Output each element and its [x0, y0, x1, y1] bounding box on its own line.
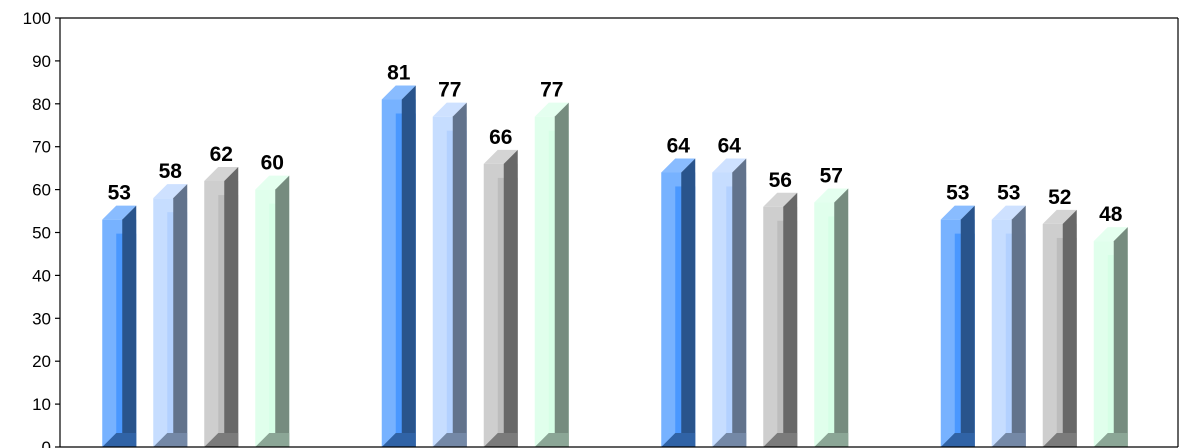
y-tick-label: 90	[32, 52, 51, 71]
bar-top	[991, 205, 1026, 220]
bar	[763, 192, 798, 447]
data-label: 53	[946, 182, 969, 205]
bar-side	[681, 158, 696, 447]
bar-top	[204, 167, 239, 182]
bar-side	[122, 205, 137, 447]
bar-side	[1113, 227, 1128, 447]
data-label: 62	[210, 143, 233, 166]
y-tick-label: 0	[42, 438, 51, 448]
bar-side	[732, 158, 747, 447]
data-label: 66	[489, 126, 512, 149]
bar-bottom	[1093, 433, 1128, 447]
bar-bottom	[204, 433, 239, 447]
bar-side	[1062, 209, 1077, 447]
data-label: 56	[769, 169, 792, 192]
bar	[712, 158, 747, 447]
bar-top	[534, 102, 569, 117]
bar-top	[483, 149, 518, 164]
bar-bottom	[255, 433, 290, 447]
bar-top	[1042, 209, 1077, 224]
data-labels: 53 58 62 60 81 77 66 77 64 64 56 57 53 53 52 48	[108, 62, 1123, 227]
y-tick-label: 10	[32, 395, 51, 414]
bar	[432, 102, 467, 448]
data-label: 77	[540, 79, 563, 102]
bar-bottom	[534, 433, 569, 447]
bar-bottom	[763, 433, 798, 447]
bar-side	[224, 167, 239, 447]
bar-side	[834, 188, 849, 447]
bar	[1042, 209, 1077, 447]
bar-top	[153, 184, 188, 199]
bar-bottom	[712, 433, 747, 447]
y-tick-label: 80	[32, 95, 51, 114]
y-tick-label: 60	[32, 181, 51, 200]
bar	[661, 158, 696, 447]
data-label: 64	[718, 134, 742, 157]
bar-side	[401, 85, 416, 447]
data-label: 52	[1048, 186, 1071, 209]
data-label: 81	[387, 62, 411, 85]
bar	[381, 85, 416, 447]
bar-bottom	[1042, 433, 1077, 447]
y-tick-label: 50	[32, 224, 51, 243]
y-axis-ticks: 0 10 20 30 40 50 60 70 80 90 100	[23, 9, 60, 448]
bar-top	[763, 192, 798, 207]
bar	[534, 102, 569, 448]
data-label: 77	[438, 79, 461, 102]
y-tick-label: 20	[32, 352, 51, 371]
bar	[940, 205, 975, 447]
y-tick-label: 30	[32, 309, 51, 328]
bar-bottom	[381, 433, 416, 447]
bar-side	[452, 102, 467, 448]
bar-bottom	[102, 433, 137, 447]
bar-side	[960, 205, 975, 447]
bar-side	[503, 149, 518, 448]
bar	[153, 184, 188, 447]
data-label: 48	[1099, 203, 1123, 226]
bar-top	[940, 205, 975, 220]
bar-bottom	[483, 433, 518, 447]
bar-side	[783, 192, 798, 447]
bar	[102, 205, 137, 447]
bar-bottom	[153, 433, 188, 447]
bar-top	[661, 158, 696, 173]
bar	[204, 167, 239, 447]
bar-bottom	[432, 433, 467, 447]
bar-top	[255, 175, 290, 190]
bar-top	[381, 85, 416, 100]
bar	[991, 205, 1026, 447]
bar-top	[432, 102, 467, 117]
y-tick-label: 40	[32, 266, 51, 285]
data-label: 53	[108, 182, 131, 205]
bar-side	[1011, 205, 1026, 447]
bar-top	[102, 205, 137, 220]
bar-side	[275, 175, 290, 447]
bar-series	[102, 85, 1128, 448]
bar	[255, 175, 290, 447]
data-label: 53	[997, 182, 1020, 205]
bar	[483, 149, 518, 448]
bar	[814, 188, 849, 447]
bar-bottom	[940, 433, 975, 447]
bar-bottom	[661, 433, 696, 447]
y-tick-label: 100	[23, 9, 51, 28]
bar-top	[712, 158, 747, 173]
bar-bottom	[814, 433, 849, 447]
bar-top	[814, 188, 849, 203]
data-label: 60	[261, 152, 284, 175]
data-label: 64	[667, 134, 691, 157]
bar-bottom	[991, 433, 1026, 447]
y-tick-label: 70	[32, 138, 51, 157]
data-label: 57	[820, 164, 843, 187]
bar-top	[1093, 227, 1128, 242]
bar-side	[173, 184, 188, 447]
data-label: 58	[159, 160, 183, 183]
bar-side	[554, 102, 569, 448]
bar	[1093, 227, 1128, 447]
